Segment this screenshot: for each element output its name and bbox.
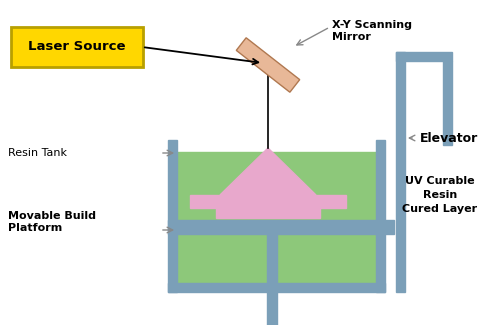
Bar [177, 152, 376, 283]
Bar [168, 283, 385, 292]
Text: Resin Tank: Resin Tank [8, 148, 67, 158]
Bar [267, 234, 277, 325]
Bar [168, 220, 394, 234]
Polygon shape [236, 38, 300, 92]
Bar [376, 140, 385, 292]
Text: UV Curable
Resin
Cured Layer: UV Curable Resin Cured Layer [403, 176, 478, 214]
Bar [396, 52, 405, 292]
Bar [443, 61, 452, 145]
Text: X-Y Scanning
Mirror: X-Y Scanning Mirror [332, 20, 412, 42]
Text: Laser Source: Laser Source [28, 41, 126, 54]
Bar [216, 208, 320, 218]
Bar [190, 195, 346, 208]
Polygon shape [220, 148, 316, 195]
Bar [396, 52, 452, 61]
FancyBboxPatch shape [11, 27, 143, 67]
Bar [168, 140, 177, 292]
Text: Movable Build
Platform: Movable Build Platform [8, 211, 96, 233]
Text: Elevator: Elevator [420, 132, 478, 145]
